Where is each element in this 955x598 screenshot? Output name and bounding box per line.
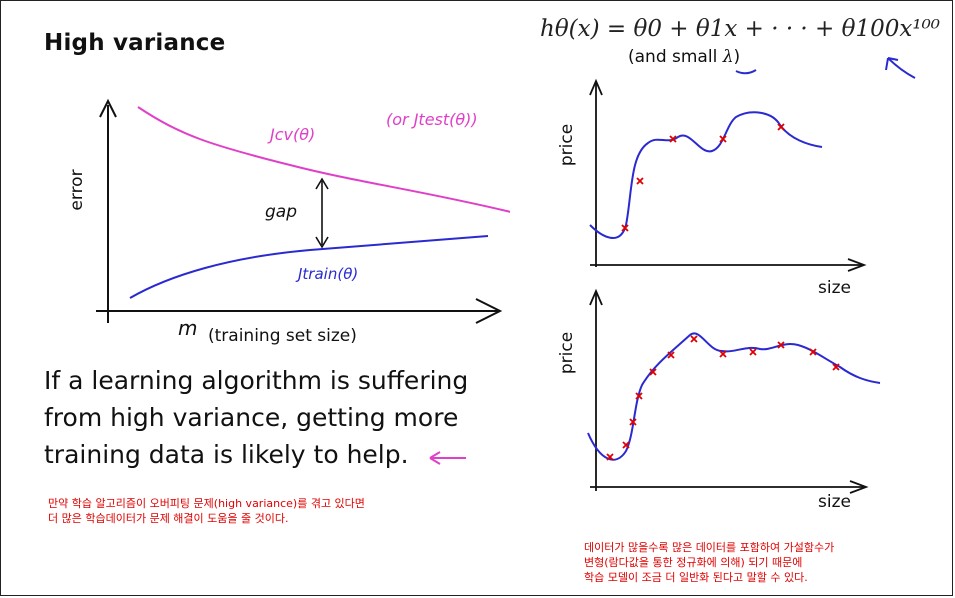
lc-x-axis-arrow <box>475 298 503 324</box>
lambda-underline <box>735 69 757 75</box>
statement-arrow-head <box>429 451 441 465</box>
korean-note-right-line: 학습 모델이 조금 더 일반화 된다고 말할 수 있다. <box>584 571 808 584</box>
gap-label: gap <box>265 202 297 222</box>
fit-large-xlabel: size <box>818 492 851 512</box>
fit-plot-large: price size <box>557 288 881 512</box>
fit-small-y-arrow <box>589 78 603 96</box>
slide-title: High variance <box>44 30 226 56</box>
fit-large-x-arrow <box>849 480 869 494</box>
fit-large-ylabel: price <box>557 332 577 374</box>
main-statement: If a learning algorithm is suffering fro… <box>44 366 469 469</box>
fit-small-markers <box>621 123 785 232</box>
lc-xlabel-text: (training set size) <box>208 326 357 346</box>
exponent-arrow <box>887 57 916 79</box>
data-point-marker <box>636 177 644 185</box>
data-point-marker <box>629 418 637 426</box>
lc-y-axis-arrow <box>99 98 117 118</box>
data-point-marker <box>809 348 817 356</box>
data-point-marker <box>719 135 727 143</box>
korean-note-right-line: 데이터가 많을수록 많은 데이터를 포함하여 가설함수가 <box>584 541 835 554</box>
korean-note-right-line: 변형(람다값을 통한 정규화에 의해) 되기 때문에 <box>584 556 803 569</box>
korean-note-right: 데이터가 많을수록 많은 데이터를 포함하여 가설함수가 변형(람다값을 통한 … <box>584 540 834 585</box>
jtrain-curve <box>129 235 489 299</box>
lambda-symbol: λ <box>722 47 734 67</box>
learning-curve-plot: error m (training set size) gap Jcv(θ) (… <box>67 98 510 346</box>
lc-ylabel: error <box>67 169 87 210</box>
data-point-marker <box>649 368 657 376</box>
data-point-marker <box>621 224 629 232</box>
exponent-arrow-head <box>885 57 899 71</box>
data-point-marker <box>832 363 840 371</box>
data-point-marker <box>635 392 643 400</box>
gap-arrow-heads <box>315 177 329 249</box>
jtest-label: (or Jtest(θ)) <box>386 110 478 129</box>
fit-small-curve <box>589 111 823 239</box>
jtrain-label: Jtrain(θ) <box>295 265 358 283</box>
jcv-curve <box>137 106 510 213</box>
hypothesis-note-prefix: (and small <box>628 47 723 67</box>
jcv-label: Jcv(θ) <box>267 125 315 144</box>
hypothesis-formula: hθ(x) = θ0 + θ1x + · · · + θ100x¹⁰⁰ <box>540 16 941 42</box>
data-point-marker <box>749 348 757 356</box>
fit-large-markers <box>606 335 840 461</box>
data-point-marker <box>777 341 785 349</box>
korean-note-left-line: 만약 학습 알고리즘이 오버피팅 문제(high variance)를 겪고 있… <box>48 497 365 510</box>
fit-small-x-arrow <box>847 258 867 272</box>
hypothesis-note-suffix: ) <box>733 47 741 67</box>
fit-small-xlabel: size <box>818 278 851 298</box>
data-point-marker <box>622 441 630 449</box>
data-point-marker <box>690 335 698 343</box>
lc-xlabel-var: m <box>178 316 197 340</box>
korean-note-left: 만약 학습 알고리즘이 오버피팅 문제(high variance)를 겪고 있… <box>48 496 365 526</box>
hypothesis-note: (and small λ) <box>628 47 740 67</box>
fit-small-ylabel: price <box>557 124 577 166</box>
fit-large-y-arrow <box>589 288 603 306</box>
fit-large-curve <box>587 332 881 461</box>
data-point-marker <box>606 453 614 461</box>
data-point-marker <box>669 135 677 143</box>
fit-plot-small: price size <box>557 78 867 298</box>
data-point-marker <box>667 351 675 359</box>
data-point-marker <box>719 350 727 358</box>
korean-note-left-line: 더 많은 학습데이터가 문제 해결이 도움을 줄 것이다. <box>48 512 289 525</box>
data-point-marker <box>777 123 785 131</box>
